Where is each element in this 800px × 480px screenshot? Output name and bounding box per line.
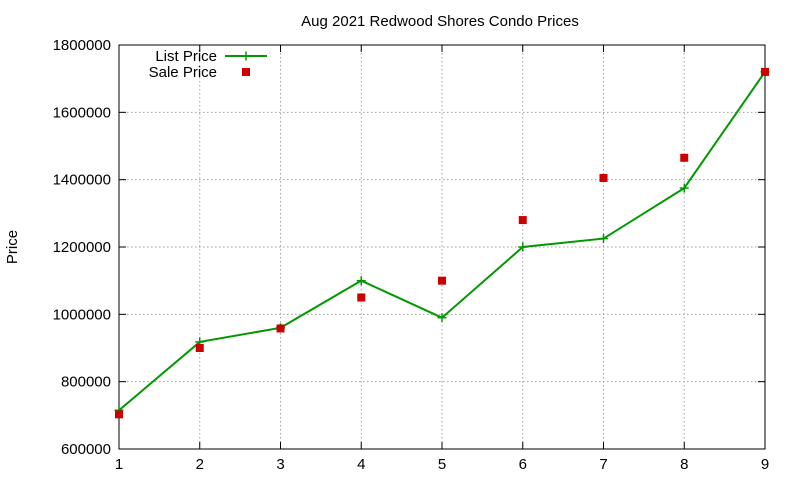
legend-label: List Price bbox=[155, 48, 217, 65]
legend-label: Sale Price bbox=[149, 64, 217, 81]
legend-marker bbox=[241, 51, 251, 61]
legend-marker bbox=[242, 68, 250, 76]
data-point bbox=[518, 242, 528, 252]
data-point bbox=[599, 234, 608, 244]
data-point bbox=[437, 313, 447, 323]
data-point bbox=[518, 216, 527, 225]
x-tick-label: 5 bbox=[438, 456, 446, 473]
legend-sample bbox=[225, 51, 267, 61]
legend-sample bbox=[242, 68, 250, 76]
x-tick-label: 6 bbox=[519, 456, 527, 473]
data-point bbox=[438, 276, 446, 285]
data-point bbox=[115, 410, 123, 419]
data-point bbox=[357, 293, 366, 302]
x-tick-label: 4 bbox=[357, 456, 365, 473]
y-tick-label: 1000000 bbox=[53, 306, 111, 323]
y-tick-label: 600000 bbox=[61, 441, 111, 458]
y-tick-label: 1600000 bbox=[53, 104, 111, 121]
x-tick-label: 3 bbox=[276, 456, 284, 473]
data-point bbox=[276, 324, 285, 333]
x-tick-label: 2 bbox=[196, 456, 204, 473]
x-tick-label: 8 bbox=[680, 456, 688, 473]
y-tick-label: 800000 bbox=[61, 374, 111, 391]
y-axis-label: Price bbox=[4, 230, 21, 264]
data-point bbox=[679, 183, 689, 193]
x-tick-label: 9 bbox=[761, 456, 769, 473]
grid bbox=[119, 45, 765, 449]
series-1 bbox=[115, 67, 769, 419]
chart-title: Aug 2021 Redwood Shores Condo Prices bbox=[301, 13, 579, 30]
data-point bbox=[680, 153, 689, 162]
x-tick-label: 7 bbox=[599, 456, 607, 473]
data-point bbox=[195, 344, 204, 352]
x-tick-label: 1 bbox=[115, 456, 123, 473]
series bbox=[114, 67, 770, 419]
y-tick-label: 1200000 bbox=[53, 239, 111, 256]
axis-ticks: 600000 800000 1000000 1200000 1400000 1600000… bbox=[53, 37, 770, 473]
data-point bbox=[356, 276, 366, 286]
y-tick-label: 1800000 bbox=[53, 37, 111, 54]
y-tick-label: 1400000 bbox=[53, 172, 111, 189]
data-point bbox=[761, 67, 769, 76]
data-point bbox=[599, 173, 608, 182]
